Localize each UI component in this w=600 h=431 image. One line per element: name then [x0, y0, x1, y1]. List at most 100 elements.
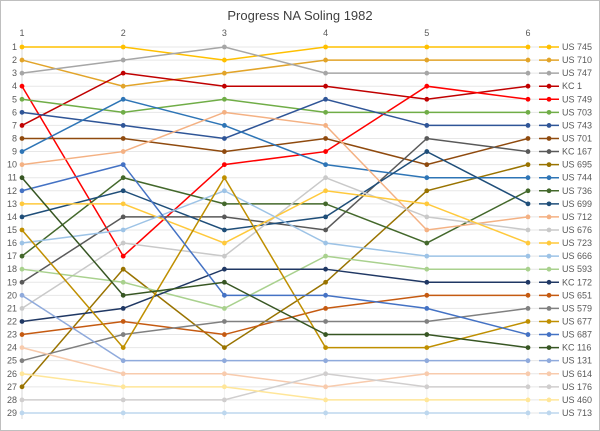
legend-label: US 593 — [562, 264, 592, 274]
legend-item-us-593: US 593 — [539, 264, 592, 274]
x-tick-label: 5 — [424, 28, 429, 38]
data-point — [19, 266, 25, 272]
data-point — [525, 253, 531, 259]
y-tick-label: 9 — [12, 147, 17, 157]
y-tick-label: 2 — [12, 55, 17, 65]
series-us-460 — [19, 371, 531, 403]
legend-swatch-marker — [546, 149, 552, 154]
series-kc-116 — [19, 175, 531, 351]
legend-item-us-176: US 176 — [539, 382, 592, 392]
data-point — [222, 188, 227, 194]
legend-swatch-marker — [546, 175, 552, 181]
y-tick-label: 1 — [12, 42, 17, 52]
data-point — [222, 240, 227, 246]
data-point — [19, 306, 25, 311]
data-point — [323, 123, 328, 128]
data-point — [525, 57, 531, 63]
series-line — [21, 255, 528, 310]
data-point — [19, 70, 25, 76]
data-point — [222, 96, 227, 102]
data-point — [424, 123, 430, 128]
y-tick-label: 16 — [7, 238, 17, 248]
legend-swatch-marker — [546, 358, 552, 364]
data-point — [19, 384, 25, 390]
data-point — [19, 227, 25, 233]
series-us-747 — [19, 44, 531, 76]
data-point — [424, 57, 430, 63]
legend-label: US 749 — [562, 94, 592, 104]
legend-swatch-marker — [546, 240, 552, 246]
data-point — [424, 96, 430, 102]
y-tick-label: 6 — [12, 107, 17, 117]
legend-swatch-marker — [546, 384, 552, 390]
legend-swatch-marker — [546, 96, 552, 102]
data-point — [19, 188, 25, 194]
legend-label: US 651 — [562, 290, 592, 300]
data-point — [120, 306, 126, 311]
data-point — [424, 266, 430, 272]
data-point — [424, 279, 430, 285]
y-tick-label: 21 — [7, 303, 17, 313]
y-tick-label: 23 — [7, 330, 17, 340]
series-us-677 — [19, 175, 531, 351]
series-us-713 — [19, 410, 531, 416]
data-point — [525, 397, 531, 403]
legend-swatch-marker — [546, 345, 552, 351]
data-point — [525, 70, 531, 76]
legend-swatch-marker — [546, 227, 552, 233]
data-point — [222, 306, 227, 311]
y-tick-label: 5 — [12, 94, 17, 104]
data-point — [19, 136, 25, 141]
data-point — [222, 279, 227, 285]
data-point — [424, 162, 430, 168]
data-point — [424, 227, 430, 233]
data-point — [19, 96, 25, 102]
data-point — [424, 371, 430, 377]
series-us-176 — [19, 371, 531, 403]
data-point — [525, 162, 531, 168]
data-point — [222, 358, 227, 364]
data-point — [525, 384, 531, 390]
legend-label: US 710 — [562, 55, 592, 65]
y-tick-label: 12 — [7, 186, 17, 196]
data-point — [323, 44, 328, 50]
data-point — [323, 227, 328, 233]
data-point — [525, 332, 531, 337]
series-us-744 — [19, 96, 531, 181]
data-point — [222, 384, 227, 390]
x-tick-label: 2 — [121, 28, 126, 38]
data-point — [120, 410, 126, 416]
data-point — [525, 96, 531, 102]
legend-item-us-743: US 743 — [539, 120, 592, 130]
data-point — [120, 371, 126, 377]
y-tick-label: 17 — [7, 251, 17, 261]
data-point — [525, 227, 531, 233]
legend-label: US 677 — [562, 316, 592, 326]
y-tick-label: 18 — [7, 264, 17, 274]
data-point — [222, 57, 227, 63]
data-point — [19, 240, 25, 246]
legend-label: KC 116 — [562, 343, 591, 353]
legend-swatch-marker — [546, 410, 552, 416]
data-point — [222, 136, 227, 141]
data-point — [222, 123, 227, 128]
series-us-745 — [19, 44, 531, 63]
data-point — [120, 70, 126, 76]
data-point — [120, 123, 126, 128]
x-tick-label: 4 — [323, 28, 328, 38]
legend-item-us-131: US 131 — [539, 356, 592, 366]
data-point — [323, 240, 328, 246]
series-us-699 — [19, 149, 531, 233]
data-point — [424, 214, 430, 220]
data-point — [323, 162, 328, 168]
legend-item-kc-167: KC 167 — [539, 147, 592, 157]
data-point — [120, 214, 126, 220]
data-point — [323, 384, 328, 390]
legend-label: US 579 — [562, 303, 592, 313]
data-point — [424, 253, 430, 259]
data-point — [120, 279, 126, 285]
legend-label: US 736 — [562, 186, 592, 196]
y-tick-label: 19 — [7, 277, 17, 287]
y-tick-label: 27 — [7, 382, 17, 392]
series-us-703 — [19, 96, 531, 115]
